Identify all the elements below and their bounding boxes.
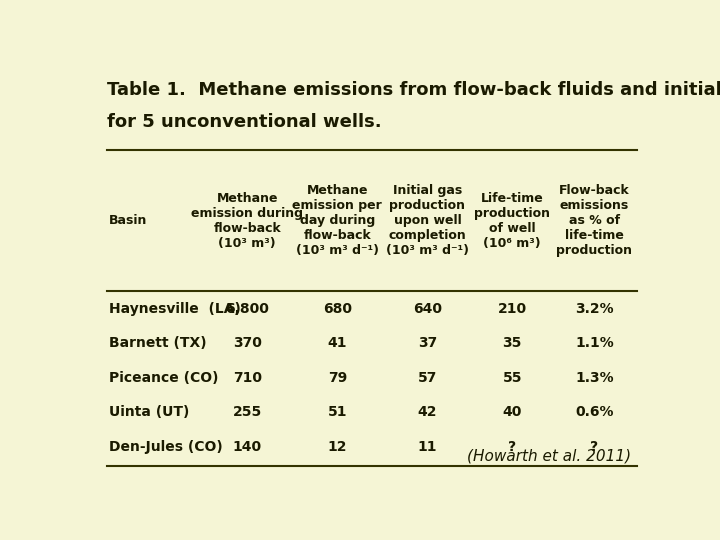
Text: 51: 51	[328, 405, 347, 419]
Text: Methane
emission during
flow-back
(10³ m³): Methane emission during flow-back (10³ m…	[192, 192, 303, 249]
Text: ?: ?	[590, 440, 598, 454]
Text: 210: 210	[498, 302, 527, 316]
Text: Table 1.  Methane emissions from flow-back fluids and initial production rates: Table 1. Methane emissions from flow-bac…	[107, 82, 720, 99]
Text: 370: 370	[233, 336, 261, 350]
Text: (Howarth et al. 2011): (Howarth et al. 2011)	[467, 449, 631, 464]
Text: Initial gas
production
upon well
completion
(10³ m³ d⁻¹): Initial gas production upon well complet…	[386, 184, 469, 257]
Text: 41: 41	[328, 336, 347, 350]
Text: Piceance (CO): Piceance (CO)	[109, 370, 218, 384]
Text: 3.2%: 3.2%	[575, 302, 613, 316]
Text: 40: 40	[503, 405, 522, 419]
Text: 12: 12	[328, 440, 347, 454]
Text: Methane
emission per
day during
flow-back
(10³ m³ d⁻¹): Methane emission per day during flow-bac…	[292, 184, 382, 257]
Text: 255: 255	[233, 405, 262, 419]
Text: 11: 11	[418, 440, 437, 454]
Text: Barnett (TX): Barnett (TX)	[109, 336, 207, 350]
Text: 35: 35	[503, 336, 522, 350]
Text: 57: 57	[418, 370, 437, 384]
Text: 140: 140	[233, 440, 262, 454]
Text: 1.1%: 1.1%	[575, 336, 614, 350]
Text: Uinta (UT): Uinta (UT)	[109, 405, 189, 419]
Text: 0.6%: 0.6%	[575, 405, 613, 419]
Text: 79: 79	[328, 370, 347, 384]
Text: for 5 unconventional wells.: for 5 unconventional wells.	[107, 113, 382, 131]
Text: 640: 640	[413, 302, 442, 316]
Text: 6,800: 6,800	[225, 302, 269, 316]
Text: 42: 42	[418, 405, 437, 419]
Text: Flow-back
emissions
as % of
life-time
production: Flow-back emissions as % of life-time pr…	[557, 184, 632, 257]
Text: 55: 55	[503, 370, 522, 384]
Text: 680: 680	[323, 302, 352, 316]
Text: 1.3%: 1.3%	[575, 370, 613, 384]
Text: Den-Jules (CO): Den-Jules (CO)	[109, 440, 222, 454]
Text: 37: 37	[418, 336, 437, 350]
Text: ?: ?	[508, 440, 516, 454]
Text: Life-time
production
of well
(10⁶ m³): Life-time production of well (10⁶ m³)	[474, 192, 550, 249]
Text: Basin: Basin	[109, 214, 147, 227]
Text: 710: 710	[233, 370, 261, 384]
Text: Haynesville  (LA): Haynesville (LA)	[109, 302, 240, 316]
